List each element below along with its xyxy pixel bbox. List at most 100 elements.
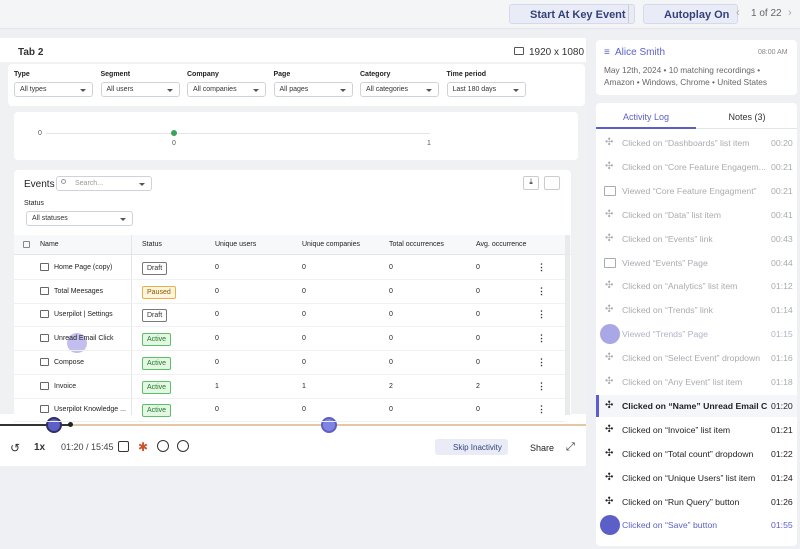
cell: 0 <box>215 287 219 295</box>
cell: 0 <box>302 358 306 366</box>
chart-x-tick: 0 <box>172 140 176 147</box>
activity-card <box>596 103 797 546</box>
cell: 0 <box>302 335 306 343</box>
time-display: 01:20 / 15:45 <box>61 442 114 452</box>
log-text[interactable]: Clicked on “Analytics” list item <box>622 281 738 292</box>
event-name[interactable]: Home Page (copy) <box>54 264 113 271</box>
event-name[interactable]: Userpilot Knowledge ... <box>54 406 126 414</box>
columns-button[interactable] <box>544 176 560 190</box>
cell: 0 <box>389 264 393 271</box>
row-menu[interactable]: ⋮ <box>537 380 546 391</box>
cell: 1 <box>215 382 219 390</box>
log-time: 01:18 <box>771 377 793 387</box>
filter-select[interactable]: All types <box>14 82 93 97</box>
menu-icon: ≡ <box>604 47 610 58</box>
log-text[interactable]: Clicked on “Data” list item <box>622 209 721 220</box>
event-name[interactable]: Invoice <box>54 382 77 390</box>
notes-icon[interactable] <box>118 441 129 452</box>
share-button[interactable]: Share <box>530 443 555 453</box>
log-icon <box>600 515 620 536</box>
playhead[interactable] <box>68 422 73 427</box>
log-text[interactable]: Clicked on “Name” Unread Email C... <box>622 400 768 411</box>
row-icon <box>40 405 49 414</box>
filter-select[interactable]: All companies <box>187 82 266 97</box>
select-all-checkbox[interactable] <box>23 241 30 248</box>
log-text[interactable]: Clicked on “Events” link <box>622 233 713 244</box>
cell: 0 <box>389 335 393 343</box>
frustration-icon[interactable] <box>157 440 169 452</box>
log-text[interactable]: Clicked on “Dashboards” list item <box>622 138 750 148</box>
log-icon: ✣ <box>605 232 614 244</box>
tab-indicator <box>596 127 696 129</box>
row-menu[interactable]: ⋮ <box>537 404 546 415</box>
filter-select[interactable]: All users <box>100 82 180 97</box>
current-row <box>596 394 797 417</box>
log-text[interactable]: Clicked on “Select Event” dropdown <box>622 353 761 364</box>
user-name[interactable]: Alice Smith <box>615 47 666 58</box>
filter-label: Segment <box>100 71 131 78</box>
timeline-marker[interactable] <box>321 417 337 433</box>
log-text[interactable]: Viewed “Core Feature Engagment” <box>622 185 757 196</box>
log-text[interactable]: Clicked on “Core Feature Engagem... <box>622 161 766 172</box>
row-divider <box>14 302 565 304</box>
start-key-event-button[interactable]: Start At Key Event <box>509 4 635 24</box>
monitor-icon <box>514 47 524 55</box>
log-icon: ✣ <box>605 376 614 387</box>
cell: 0 <box>302 311 306 319</box>
log-text[interactable]: Clicked on “Any Event” list item <box>622 377 743 387</box>
fullscreen-button[interactable]: ⤢ <box>566 441 575 453</box>
download-button[interactable]: ⤓ <box>523 176 539 190</box>
emotion-icon[interactable] <box>177 440 189 452</box>
log-text[interactable]: Clicked on “Trends” link <box>622 305 713 316</box>
log-text[interactable]: Clicked on “Save” button <box>622 520 718 531</box>
cell: 0 <box>389 406 393 414</box>
log-text[interactable]: Clicked on “Total count” dropdown <box>622 448 754 459</box>
tab[interactable]: Notes (3) <box>728 112 766 122</box>
status-badge: Draft <box>142 309 168 323</box>
tab[interactable]: Activity Log <box>622 112 670 122</box>
event-name[interactable]: Total Meesages <box>54 287 104 295</box>
row-menu[interactable]: ⋮ <box>537 262 546 272</box>
row-menu[interactable]: ⋮ <box>537 356 546 367</box>
log-time: 01:20 <box>771 400 793 411</box>
log-text[interactable]: Clicked on “Run Query” button <box>622 496 740 507</box>
event-name[interactable]: Compose <box>54 358 84 366</box>
skip-inactivity-button[interactable]: Skip Inactivity <box>435 439 508 455</box>
cell: 0 <box>215 264 219 271</box>
search-input[interactable]: Search... <box>56 176 152 191</box>
log-text[interactable]: Viewed “Trends” Page <box>622 329 708 340</box>
log-time: 01:21 <box>771 424 793 435</box>
table-header <box>14 235 571 255</box>
filter-select[interactable]: All pages <box>273 82 353 97</box>
row-menu[interactable]: ⋮ <box>537 333 546 344</box>
status-badge: Active <box>142 333 172 347</box>
column-header: Unique companies <box>302 241 360 248</box>
log-text[interactable]: Clicked on “Unique Users” list item <box>622 472 756 483</box>
speed-button[interactable]: 1x <box>34 442 46 453</box>
event-name[interactable]: Unread Email Click <box>54 335 114 343</box>
timeline-track <box>0 424 586 426</box>
filter-select[interactable]: Last 180 days <box>446 82 526 97</box>
log-text[interactable]: Viewed “Events” Page <box>622 257 708 268</box>
next-button[interactable]: › <box>788 7 792 19</box>
log-time: 00:21 <box>771 161 793 172</box>
row-divider <box>14 350 565 352</box>
timeline-marker[interactable] <box>46 417 62 433</box>
log-text[interactable]: Clicked on “Invoice” list item <box>622 424 731 435</box>
tabs-border <box>596 128 797 129</box>
autoplay-button[interactable]: Autoplay On <box>643 4 739 24</box>
log-icon: ✣ <box>605 304 614 316</box>
prev-button[interactable]: ‹ <box>736 7 740 19</box>
status-select[interactable]: All statuses <box>26 211 133 226</box>
filter-select[interactable]: All categories <box>360 82 439 97</box>
rewind-button[interactable]: ↺ <box>10 441 21 455</box>
log-icon: ✣ <box>605 399 614 411</box>
bug-icon[interactable]: ✱ <box>138 440 149 454</box>
row-menu[interactable]: ⋮ <box>537 309 546 320</box>
event-name[interactable]: Userpilot | Settings <box>54 311 113 319</box>
cell: 2 <box>389 382 393 390</box>
row-menu[interactable]: ⋮ <box>537 285 546 296</box>
search-icon <box>61 179 66 184</box>
cell: 0 <box>302 264 306 271</box>
column-header: Total occurrences <box>389 241 444 248</box>
